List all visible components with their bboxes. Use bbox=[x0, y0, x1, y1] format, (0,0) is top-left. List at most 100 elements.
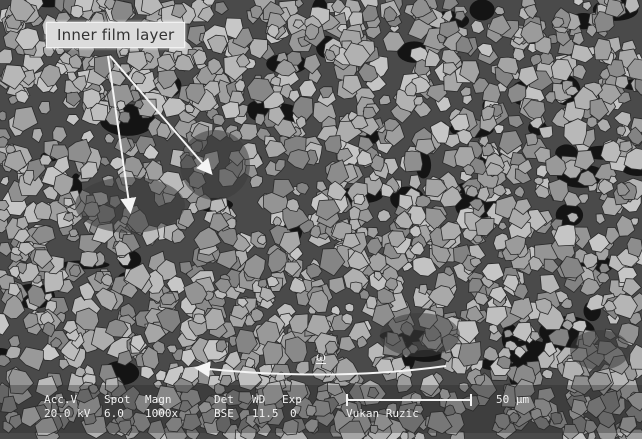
grain bbox=[376, 209, 392, 222]
grain bbox=[323, 135, 342, 155]
grain bbox=[275, 158, 286, 172]
grain bbox=[373, 270, 383, 282]
grain bbox=[27, 284, 48, 308]
grain bbox=[529, 331, 541, 342]
grain bbox=[39, 63, 62, 88]
grain bbox=[548, 178, 569, 203]
grain bbox=[262, 380, 285, 406]
grain bbox=[331, 0, 347, 14]
grain bbox=[551, 16, 565, 28]
grain bbox=[626, 236, 642, 258]
grain bbox=[626, 391, 642, 412]
grain bbox=[454, 10, 466, 22]
grain bbox=[0, 395, 18, 414]
grain bbox=[326, 382, 344, 397]
grain bbox=[144, 159, 164, 181]
grain bbox=[426, 410, 453, 435]
grain bbox=[291, 404, 302, 416]
grain bbox=[69, 53, 83, 69]
grain bbox=[305, 404, 317, 417]
grain bbox=[481, 105, 495, 121]
grain bbox=[15, 89, 30, 104]
grain bbox=[415, 194, 432, 209]
grain bbox=[242, 253, 266, 280]
grain bbox=[212, 113, 226, 127]
grain bbox=[147, 419, 166, 439]
grain bbox=[507, 115, 524, 129]
grain bbox=[0, 208, 11, 223]
grain bbox=[266, 275, 280, 288]
grain bbox=[8, 413, 23, 430]
grain bbox=[193, 226, 222, 251]
grain bbox=[369, 424, 379, 435]
grain bbox=[178, 400, 193, 413]
grain bbox=[183, 280, 208, 306]
grain bbox=[441, 0, 460, 11]
grain bbox=[396, 373, 413, 393]
grain bbox=[513, 198, 532, 216]
grain bbox=[566, 212, 580, 224]
grain bbox=[418, 283, 428, 296]
grain bbox=[440, 221, 462, 241]
grain bbox=[240, 424, 257, 439]
grain bbox=[507, 83, 527, 104]
grain bbox=[455, 35, 474, 54]
grain bbox=[597, 178, 615, 196]
grain bbox=[410, 0, 433, 19]
grain bbox=[439, 185, 463, 208]
grain bbox=[481, 262, 505, 282]
grain bbox=[246, 77, 275, 103]
grain bbox=[69, 264, 82, 278]
grain bbox=[161, 97, 189, 118]
grain bbox=[494, 412, 511, 430]
grain bbox=[442, 62, 459, 76]
grain bbox=[216, 249, 238, 270]
grain bbox=[31, 127, 44, 144]
grain bbox=[0, 175, 10, 187]
grain bbox=[603, 299, 617, 312]
grain bbox=[624, 0, 641, 14]
grain bbox=[70, 4, 84, 19]
grain bbox=[585, 293, 608, 312]
grain bbox=[130, 334, 146, 352]
grain bbox=[207, 57, 223, 75]
grain bbox=[608, 175, 618, 185]
grain bbox=[99, 156, 111, 167]
grain bbox=[356, 335, 368, 349]
grain bbox=[529, 53, 543, 67]
grain bbox=[56, 397, 67, 409]
grain bbox=[485, 162, 505, 176]
grain bbox=[185, 83, 206, 105]
grain bbox=[220, 101, 241, 120]
grain bbox=[419, 373, 441, 397]
grain bbox=[487, 14, 512, 36]
grain bbox=[458, 382, 470, 394]
grain bbox=[533, 176, 544, 186]
grain bbox=[67, 138, 92, 164]
grain bbox=[560, 297, 573, 309]
grain bbox=[465, 185, 479, 198]
header-magn: Magn bbox=[145, 393, 172, 406]
grain bbox=[157, 69, 179, 90]
grain bbox=[177, 208, 196, 229]
grain bbox=[206, 34, 228, 55]
grain bbox=[37, 101, 51, 115]
grain bbox=[474, 217, 495, 237]
grain bbox=[496, 56, 519, 75]
grain bbox=[318, 86, 334, 99]
grain bbox=[12, 106, 39, 132]
grain bbox=[142, 143, 160, 160]
grain bbox=[50, 337, 63, 349]
grain bbox=[375, 358, 395, 375]
grain bbox=[570, 43, 594, 64]
grain bbox=[342, 74, 363, 95]
grain bbox=[62, 319, 78, 334]
grain bbox=[105, 421, 121, 436]
grain bbox=[22, 169, 35, 186]
grain bbox=[585, 395, 607, 419]
grain bbox=[156, 121, 172, 140]
grain bbox=[513, 185, 525, 198]
grain bbox=[104, 132, 116, 144]
grain bbox=[8, 368, 35, 395]
